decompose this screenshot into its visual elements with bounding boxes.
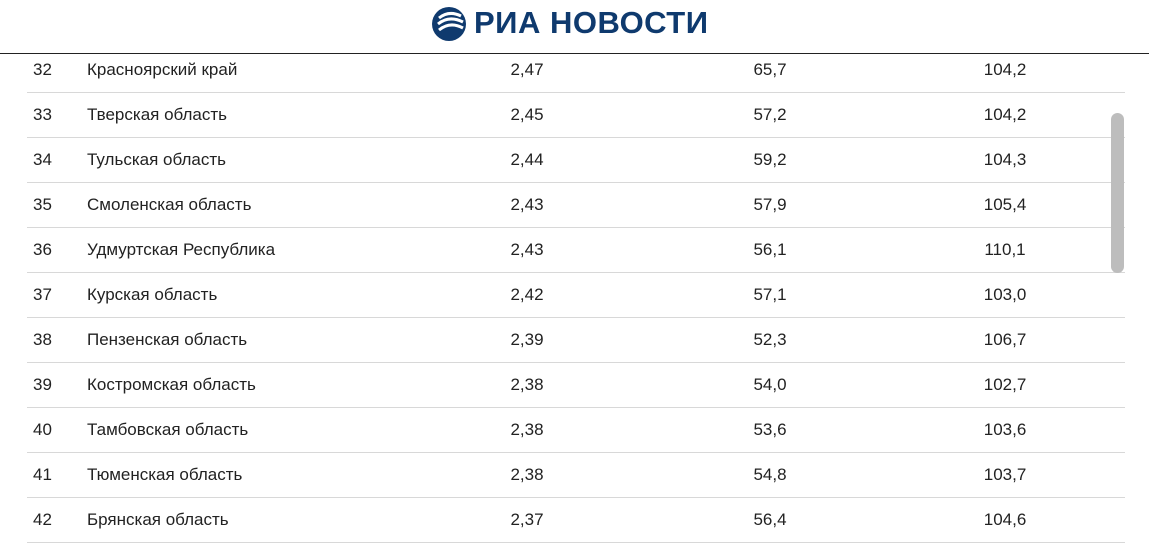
table-row: 36 Удмуртская Республика 2,43 56,1 110,1 [27,228,1125,273]
table: 32 Красноярский край 2,47 65,7 104,2 33 Тверск… [27,48,1125,543]
region-name: Пензенская область [87,330,248,349]
rank: 38 [33,330,52,349]
rank: 35 [33,195,52,214]
rank: 42 [33,510,52,529]
region-name: Тамбовская область [87,420,249,439]
region-name: Тюменская область [87,465,243,484]
table-row: 32 Красноярский край 2,47 65,7 104,2 [27,48,1125,93]
table-row: 34 Тульская область 2,44 59,2 104,3 [27,138,1125,183]
table-row: 38 Пензенская область 2,39 52,3 106,7 [27,318,1125,363]
region-name: Курская область [87,285,218,304]
rank: 36 [33,240,52,259]
region-name: Тульская область [87,150,226,169]
rank: 37 [33,285,52,304]
table-row: 41 Тюменская область 2,38 54,8 103,7 [27,453,1125,498]
rank: 32 [33,60,52,79]
rank: 33 [33,105,52,124]
region-name: Костромская область [87,375,256,394]
table-row: 37 Курская область 2,42 57,1 103,0 [27,273,1125,318]
table-row: 40 Тамбовская область 2,38 53,6 103,6 [27,408,1125,453]
rank: 40 [33,420,52,439]
scrollbar[interactable] [1111,113,1124,273]
brand-title[interactable]: РИА НОВОСТИ [474,5,709,40]
rank: 39 [33,375,52,394]
rank: 34 [33,150,52,169]
region-name: Тверская область [87,105,228,124]
region-name: Брянская область [87,510,229,529]
table-row: 39 Костромская область 2,38 54,0 102,7 [27,363,1125,408]
logo-icon[interactable] [431,6,467,42]
region-name: Красноярский край [87,60,238,79]
region-name: Удмуртская Республика [87,240,276,259]
table-row: 42 Брянская область 2,37 56,4 104,6 [27,498,1125,543]
table-row: 35 Смоленская область 2,43 57,9 105,4 [27,183,1125,228]
rank: 41 [33,465,52,484]
region-name: Смоленская область [87,195,252,214]
table-row: 33 Тверская область 2,45 57,2 104,2 [27,93,1125,138]
header: РИА НОВОСТИ [0,0,1149,54]
